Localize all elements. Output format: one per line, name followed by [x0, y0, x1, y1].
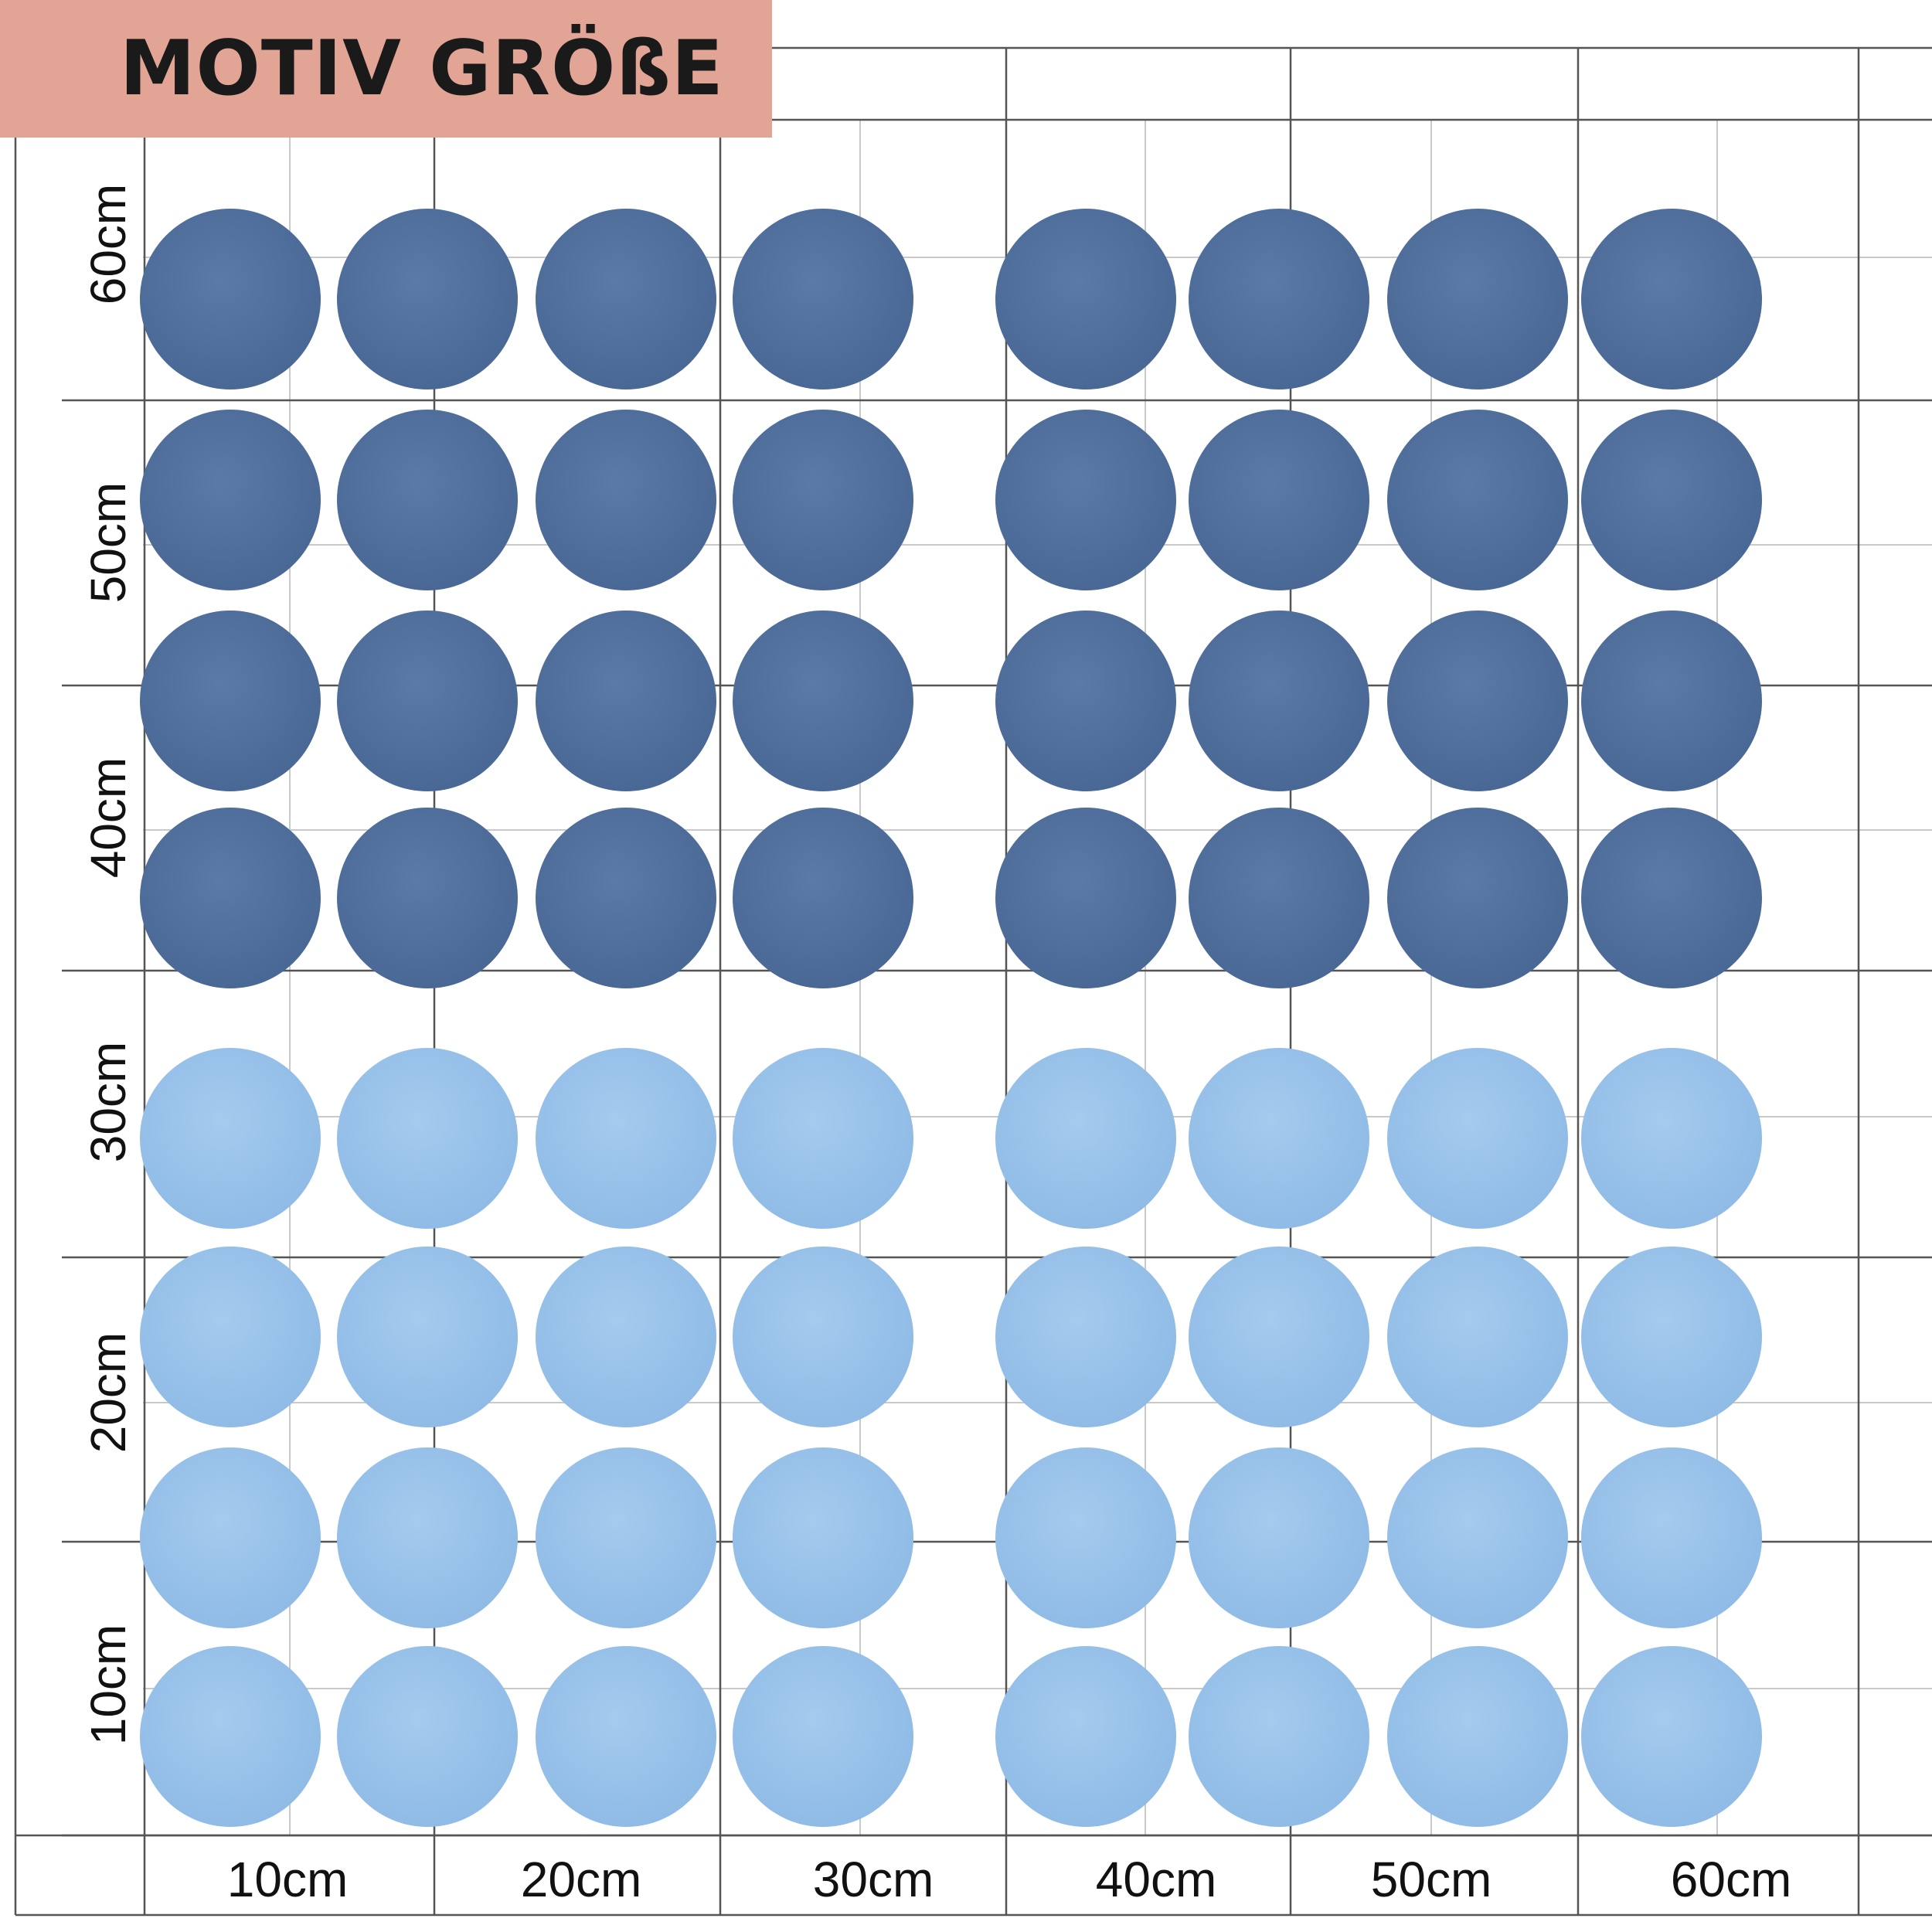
light-blue-dot [140, 1048, 321, 1229]
dark-blue-dot [995, 209, 1176, 389]
dark-blue-dot [1189, 611, 1369, 791]
dark-blue-dot [995, 808, 1176, 988]
x-axis-label-60cm: 60cm [1670, 1852, 1792, 1907]
dark-blue-dot [995, 410, 1176, 590]
dark-blue-dot [733, 611, 913, 791]
light-blue-dot [1387, 1646, 1568, 1827]
dark-blue-dot [1387, 209, 1568, 389]
dark-blue-dot [337, 611, 518, 791]
dark-blue-dot [536, 209, 716, 389]
dark-blue-dot [1387, 808, 1568, 988]
light-blue-dot [995, 1447, 1176, 1628]
dark-blue-dot [1581, 808, 1762, 988]
light-blue-dot [733, 1048, 913, 1229]
light-blue-dot [733, 1646, 913, 1827]
light-blue-dot [536, 1048, 716, 1229]
dark-blue-dot [536, 410, 716, 590]
dark-blue-dot [1189, 410, 1369, 590]
light-blue-dot [337, 1646, 518, 1827]
light-blue-dot [1387, 1447, 1568, 1628]
light-blue-dot [1189, 1247, 1369, 1427]
light-blue-dot [1581, 1247, 1762, 1427]
dark-blue-dot [337, 410, 518, 590]
dark-blue-dot [995, 611, 1176, 791]
x-axis-label-30cm: 30cm [812, 1852, 934, 1907]
dark-blue-dot [140, 611, 321, 791]
light-blue-dot [1189, 1048, 1369, 1229]
dark-blue-dot [1189, 209, 1369, 389]
light-blue-dot [1581, 1646, 1762, 1827]
light-blue-dot [1581, 1048, 1762, 1229]
light-blue-dot [1387, 1247, 1568, 1427]
dark-blue-dot [1581, 209, 1762, 389]
y-axis-label-50cm-text: 50cm [80, 481, 136, 604]
light-blue-dot [337, 1247, 518, 1427]
dark-blue-dot [1581, 410, 1762, 590]
dark-blue-dot [1387, 410, 1568, 590]
light-blue-dot [140, 1646, 321, 1827]
dark-blue-dot [733, 410, 913, 590]
dark-blue-dot [337, 209, 518, 389]
dark-blue-dot [1189, 808, 1369, 988]
dark-blue-dot [536, 611, 716, 791]
light-blue-dot [140, 1247, 321, 1427]
page-title: MOTIV GRÖßE [120, 25, 724, 113]
x-axis-label-20cm: 20cm [520, 1852, 642, 1907]
x-axis-label-40cm: 40cm [1095, 1852, 1217, 1907]
y-axis-label-20cm-text: 20cm [80, 1332, 136, 1454]
light-blue-dot [140, 1447, 321, 1628]
light-blue-dot [536, 1247, 716, 1427]
dark-blue-dot [733, 808, 913, 988]
dark-blue-dot [140, 808, 321, 988]
dark-blue-dot [536, 808, 716, 988]
light-blue-dot [995, 1646, 1176, 1827]
light-blue-dot [995, 1247, 1176, 1427]
y-axis-label-60cm-text: 60cm [80, 183, 136, 305]
title-banner: MOTIV GRÖßE [0, 0, 772, 138]
light-blue-dot [536, 1646, 716, 1827]
dark-blue-dot [140, 209, 321, 389]
light-blue-dot [1189, 1646, 1369, 1827]
light-blue-dot [337, 1447, 518, 1628]
light-blue-dot [1581, 1447, 1762, 1628]
dark-blue-dot [1581, 611, 1762, 791]
y-axis-label-30cm-text: 30cm [80, 1041, 136, 1163]
y-axis-label-10cm-text: 10cm [80, 1624, 136, 1746]
light-blue-dot [733, 1247, 913, 1427]
x-axis-label-50cm: 50cm [1370, 1852, 1492, 1907]
light-blue-dot [733, 1447, 913, 1628]
x-axis-label-10cm: 10cm [226, 1852, 349, 1907]
dark-blue-dot [337, 808, 518, 988]
light-blue-dot [995, 1048, 1176, 1229]
y-axis-label-40cm-text: 40cm [80, 757, 136, 879]
light-blue-dot [1387, 1048, 1568, 1229]
dark-blue-dot [140, 410, 321, 590]
light-blue-dot [1189, 1447, 1369, 1628]
light-blue-dot [337, 1048, 518, 1229]
dark-blue-dot [733, 209, 913, 389]
dark-blue-dot [1387, 611, 1568, 791]
light-blue-dot [536, 1447, 716, 1628]
